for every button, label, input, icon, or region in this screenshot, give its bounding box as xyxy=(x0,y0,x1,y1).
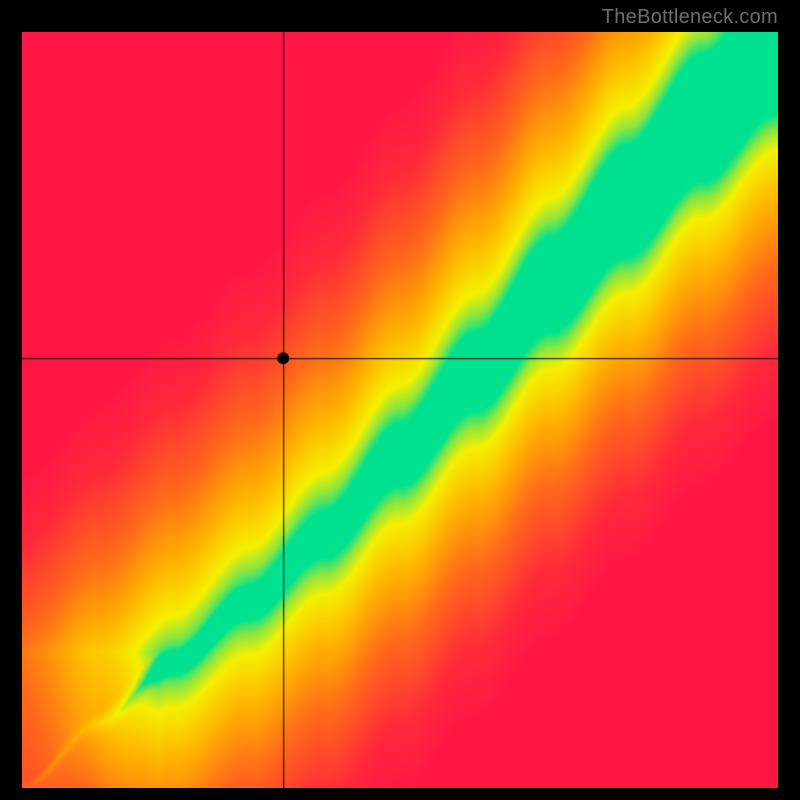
chart-container: TheBottleneck.com xyxy=(0,0,800,800)
crosshair-overlay xyxy=(22,32,778,788)
watermark-text: TheBottleneck.com xyxy=(602,6,778,29)
heatmap-plot xyxy=(22,32,778,788)
